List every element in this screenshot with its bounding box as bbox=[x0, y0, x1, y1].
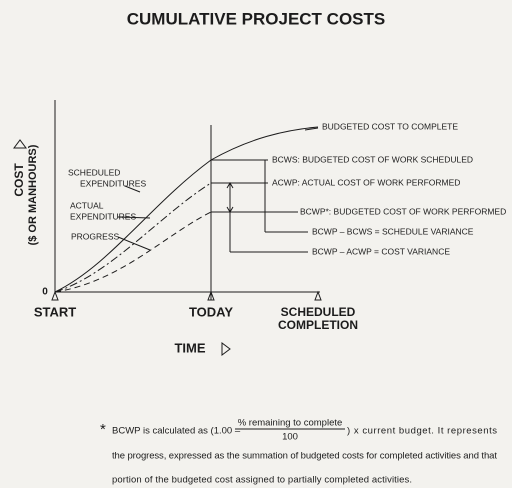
axis-markers bbox=[51, 290, 322, 301]
leader bbox=[304, 127, 319, 131]
curve-label: PROGRESS bbox=[71, 231, 120, 241]
origin-label: 0 bbox=[42, 287, 48, 298]
curve-label: EXPENDITURES bbox=[70, 211, 136, 221]
title: CUMULATIVE PROJECT COSTS bbox=[127, 9, 385, 28]
footnote-text: portion of the budgeted cost assigned to… bbox=[112, 475, 412, 486]
footnote-marker: * bbox=[100, 421, 106, 438]
footnote-text: the progress, expressed as the summation… bbox=[112, 451, 497, 462]
completion-label: COMPLETION bbox=[278, 318, 358, 332]
scheduled-curve bbox=[54, 126, 319, 293]
curve-label: SCHEDULED bbox=[68, 167, 120, 177]
y-axis-sublabel: ($ OR MANHOURS) bbox=[27, 144, 39, 245]
progress-curve bbox=[54, 211, 212, 293]
footnote-text: BCWP is calculated as (1.00 – bbox=[112, 426, 241, 437]
footnote-numerator: % remaining to complete bbox=[238, 418, 343, 429]
x-axis-label: TIME bbox=[174, 340, 205, 355]
annotation: BUDGETED COST TO COMPLETE bbox=[322, 121, 458, 131]
leader bbox=[124, 185, 141, 193]
curve-label: EXPENDITURES bbox=[80, 178, 146, 188]
footnote-text: ) x current budget. It represents bbox=[347, 426, 497, 437]
completion-label: SCHEDULED bbox=[281, 305, 356, 319]
curve-label: ACTUAL bbox=[70, 200, 104, 210]
annotation: ACWP: ACTUAL COST OF WORK PERFORMED bbox=[272, 177, 460, 187]
cost-arrow bbox=[13, 139, 27, 149]
start-label: START bbox=[34, 304, 76, 319]
today-label: TODAY bbox=[189, 304, 233, 319]
leader bbox=[117, 236, 151, 251]
annotation: BCWP*: BUDGETED COST OF WORK PERFORMED bbox=[300, 206, 506, 216]
leader bbox=[117, 216, 151, 219]
time-arrow bbox=[221, 342, 231, 356]
footnote-denominator: 100 bbox=[282, 432, 298, 443]
y-axis-label: COST bbox=[12, 163, 26, 197]
annotation: BCWS: BUDGETED COST OF WORK SCHEDULED bbox=[272, 154, 473, 164]
annotation: BCWP – BCWS = SCHEDULE VARIANCE bbox=[312, 226, 474, 236]
annotation: BCWP – ACWP = COST VARIANCE bbox=[312, 246, 450, 256]
actual-curve bbox=[54, 182, 212, 293]
